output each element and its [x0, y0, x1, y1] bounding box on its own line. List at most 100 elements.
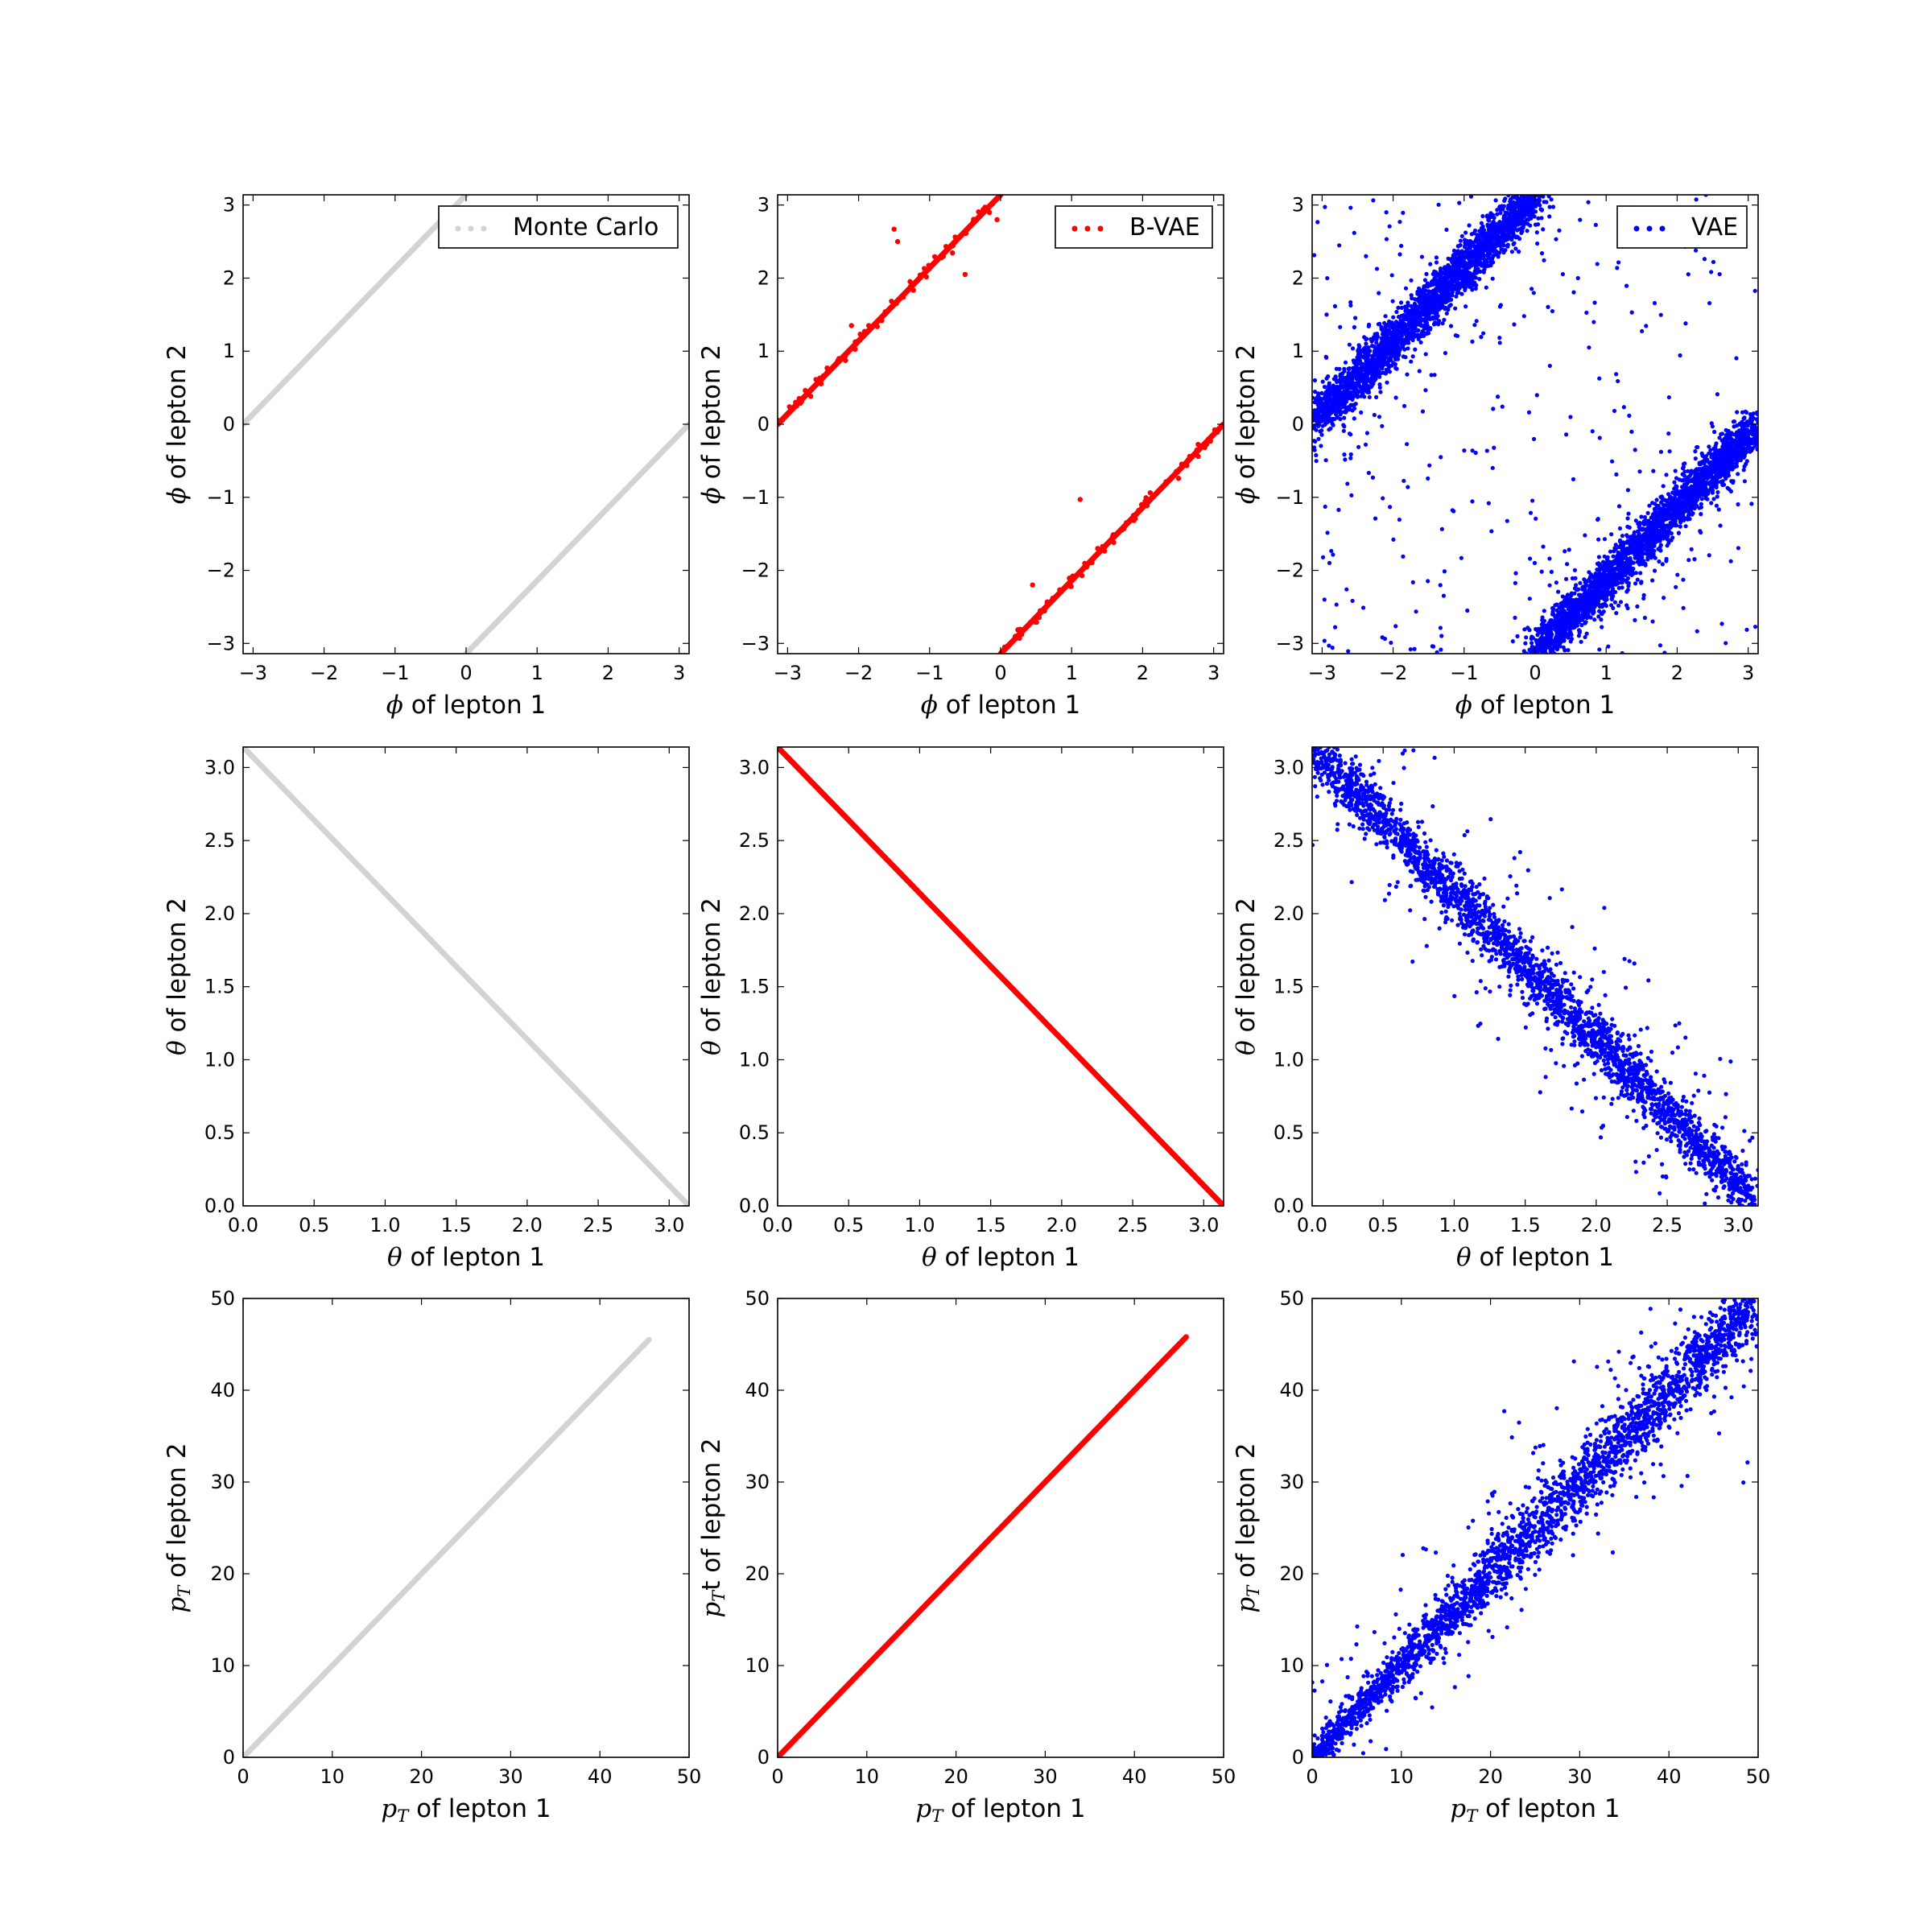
data-point: [1485, 239, 1490, 244]
data-point: [963, 230, 969, 237]
data-point: [1362, 355, 1367, 360]
data-point: [1495, 212, 1500, 217]
data-point: [1511, 200, 1516, 204]
data-point: [1446, 282, 1451, 287]
data-point: [1504, 218, 1509, 223]
data-point: [1167, 477, 1173, 482]
data-point: [1512, 214, 1517, 219]
data-point: [1377, 369, 1381, 374]
data-point: [1463, 286, 1468, 291]
data-point: [1409, 293, 1414, 298]
data-point: [813, 377, 819, 382]
data-point: [1426, 306, 1430, 311]
data-point: [1616, 585, 1621, 591]
data-point: [1467, 223, 1472, 228]
data-point: [1686, 469, 1690, 473]
legend-box: [438, 205, 679, 249]
data-point: [1351, 365, 1356, 370]
x-tick-label: 0: [994, 662, 1006, 684]
data-point: [1479, 221, 1484, 225]
data-point: [1442, 288, 1447, 294]
data-point: [1438, 269, 1443, 274]
x-tick-label: −3: [239, 662, 267, 684]
data-point: [1497, 304, 1502, 309]
data-point: [1501, 250, 1506, 255]
data-point: [1566, 648, 1571, 653]
data-point: [1387, 357, 1392, 362]
data-trace: [243, 195, 469, 427]
data-point: [1133, 516, 1138, 522]
data-point: [1344, 382, 1349, 386]
data-point: [1463, 230, 1468, 235]
data-point: [1423, 296, 1428, 301]
data-point: [1327, 381, 1331, 386]
data-point: [1326, 386, 1331, 391]
data-point: [1315, 401, 1320, 406]
data-point: [931, 254, 938, 260]
data-point: [1393, 355, 1398, 360]
data-point: [1465, 272, 1470, 277]
data-point: [1424, 271, 1429, 276]
data-point: [1352, 416, 1356, 421]
data-point: [1486, 217, 1491, 222]
data-point: [1342, 410, 1347, 415]
data-point: [1400, 341, 1405, 345]
data-point: [1513, 204, 1518, 210]
data-point: [1347, 373, 1352, 378]
data-point: [1361, 383, 1366, 389]
data-point: [1507, 206, 1512, 212]
data-point: [1323, 404, 1327, 409]
data-point: [1334, 393, 1340, 398]
data-point: [1502, 198, 1507, 203]
data-point: [1410, 354, 1415, 359]
data-point: [1410, 337, 1415, 343]
data-point: [1018, 631, 1025, 638]
data-point: [1473, 275, 1478, 280]
data-trace: [778, 195, 1004, 427]
data-point: [1422, 326, 1427, 331]
data-point: [1383, 314, 1388, 319]
y-tick-label: −1: [741, 486, 770, 509]
data-point: [1463, 243, 1468, 248]
data-point: [1027, 620, 1034, 625]
data-point: [1057, 587, 1063, 592]
data-point: [1443, 265, 1447, 270]
data-point: [1411, 312, 1416, 316]
legend-marker: [455, 225, 461, 232]
data-point: [940, 253, 946, 259]
data-point: [1362, 394, 1367, 399]
data-point: [950, 243, 956, 249]
data-point: [1367, 394, 1372, 399]
data-point: [1357, 344, 1362, 349]
axes-frame: [242, 194, 690, 654]
data-point: [1499, 227, 1504, 233]
data-point: [1435, 283, 1439, 287]
data-point: [1429, 297, 1434, 303]
data-point: [1037, 608, 1043, 613]
data-point: [1473, 286, 1478, 291]
data-point: [1497, 221, 1503, 225]
data-point: [1375, 352, 1380, 357]
data-point: [1406, 346, 1410, 351]
data-point: [1315, 407, 1320, 412]
data-point: [1513, 234, 1518, 239]
data-point: [1319, 390, 1324, 395]
data-point: [1440, 279, 1445, 283]
data-point: [1318, 416, 1323, 421]
data-point: [1488, 229, 1492, 233]
data-point: [1402, 325, 1407, 331]
data-point: [1381, 341, 1386, 346]
data-point: [1699, 512, 1703, 517]
data-point: [1333, 407, 1338, 412]
data-point: [1428, 262, 1433, 266]
data-point: [1428, 326, 1433, 331]
data-point: [1437, 299, 1442, 303]
data-point: [1147, 489, 1154, 496]
data-point: [1354, 369, 1359, 374]
data-point: [851, 345, 857, 351]
data-point: [857, 336, 863, 343]
data-point: [1338, 380, 1343, 385]
data-point: [1389, 363, 1394, 368]
data-point: [1417, 290, 1422, 295]
